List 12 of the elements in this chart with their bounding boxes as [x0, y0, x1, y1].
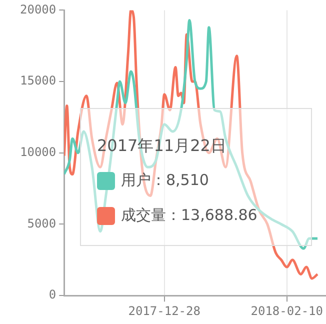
y-tick-label: 15000 [20, 74, 56, 88]
annotation: ：8,510 [151, 171, 209, 190]
legend-label: 用户 [121, 171, 151, 190]
annotation: ：13,688.86 [166, 206, 258, 225]
x-tick-label: 2017-12-28 [128, 304, 200, 318]
annotation: 2017年11月22日 [97, 136, 228, 157]
y-tick-label: 5000 [27, 216, 56, 230]
x-tick-label: 2018-02-10 [250, 304, 323, 318]
y-tick-label: 0 [48, 288, 56, 302]
legend-label: 成交量 [121, 206, 166, 225]
y-tick-label: 10000 [20, 145, 56, 160]
y-tick-label: 20000 [20, 2, 56, 16]
